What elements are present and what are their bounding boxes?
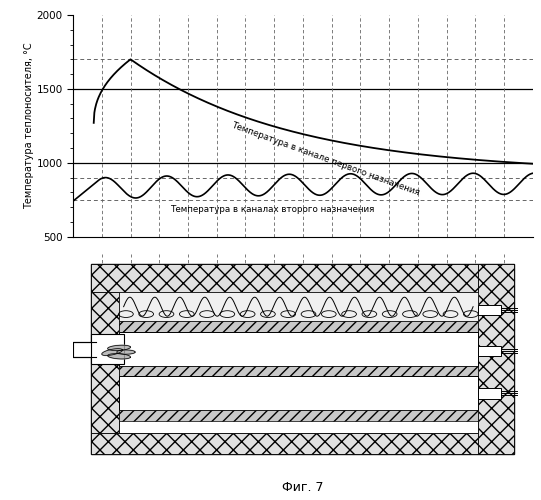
Bar [478,388,501,398]
Bar [91,264,478,292]
Text: Температура в канале первого назначения: Температура в канале первого назначения [230,120,421,197]
Polygon shape [102,348,122,356]
Y-axis label: Температура теплоносителя, °С: Температура теплоносителя, °С [24,42,34,209]
Bar [119,322,478,332]
Bar [119,332,478,366]
Bar [478,304,501,315]
Polygon shape [108,345,130,350]
Text: Температура в каналах второго назначения: Температура в каналах второго назначения [170,205,374,214]
Bar [478,346,501,356]
Bar [91,434,478,454]
Polygon shape [117,350,135,354]
Bar [119,410,478,420]
Bar [478,264,514,454]
Bar [119,366,478,376]
Bar [119,292,478,322]
Bar [91,292,119,434]
Text: Фиг. 7: Фиг. 7 [282,481,324,494]
Bar [73,342,96,357]
Bar [119,376,478,410]
Polygon shape [108,354,130,359]
Bar [119,292,478,434]
Bar [91,334,123,364]
